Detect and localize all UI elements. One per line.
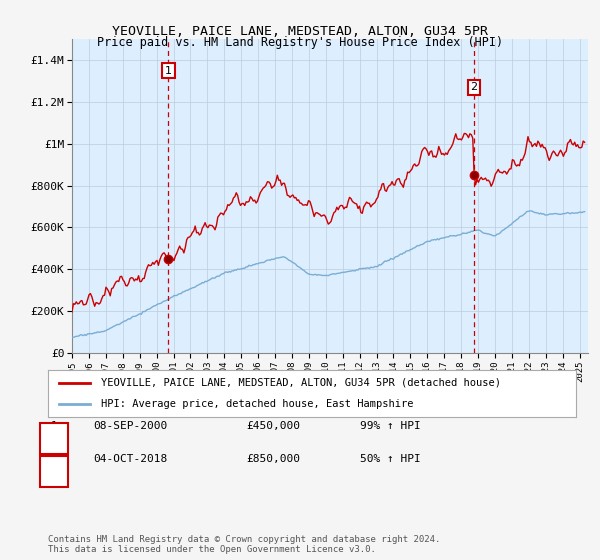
Text: HPI: Average price, detached house, East Hampshire: HPI: Average price, detached house, East… [101,399,413,409]
Text: YEOVILLE, PAICE LANE, MEDSTEAD, ALTON, GU34 5PR: YEOVILLE, PAICE LANE, MEDSTEAD, ALTON, G… [112,25,488,38]
Text: 50% ↑ HPI: 50% ↑ HPI [360,454,421,464]
Text: YEOVILLE, PAICE LANE, MEDSTEAD, ALTON, GU34 5PR (detached house): YEOVILLE, PAICE LANE, MEDSTEAD, ALTON, G… [101,378,501,388]
Text: £850,000: £850,000 [246,454,300,464]
Text: 2: 2 [470,82,478,92]
Text: £450,000: £450,000 [246,421,300,431]
Text: 1: 1 [50,421,58,431]
Text: 04-OCT-2018: 04-OCT-2018 [93,454,167,464]
Text: 1: 1 [165,66,172,76]
Text: Price paid vs. HM Land Registry's House Price Index (HPI): Price paid vs. HM Land Registry's House … [97,36,503,49]
Text: 08-SEP-2000: 08-SEP-2000 [93,421,167,431]
Text: 2: 2 [50,454,58,464]
Text: Contains HM Land Registry data © Crown copyright and database right 2024.
This d: Contains HM Land Registry data © Crown c… [48,535,440,554]
Text: 99% ↑ HPI: 99% ↑ HPI [360,421,421,431]
